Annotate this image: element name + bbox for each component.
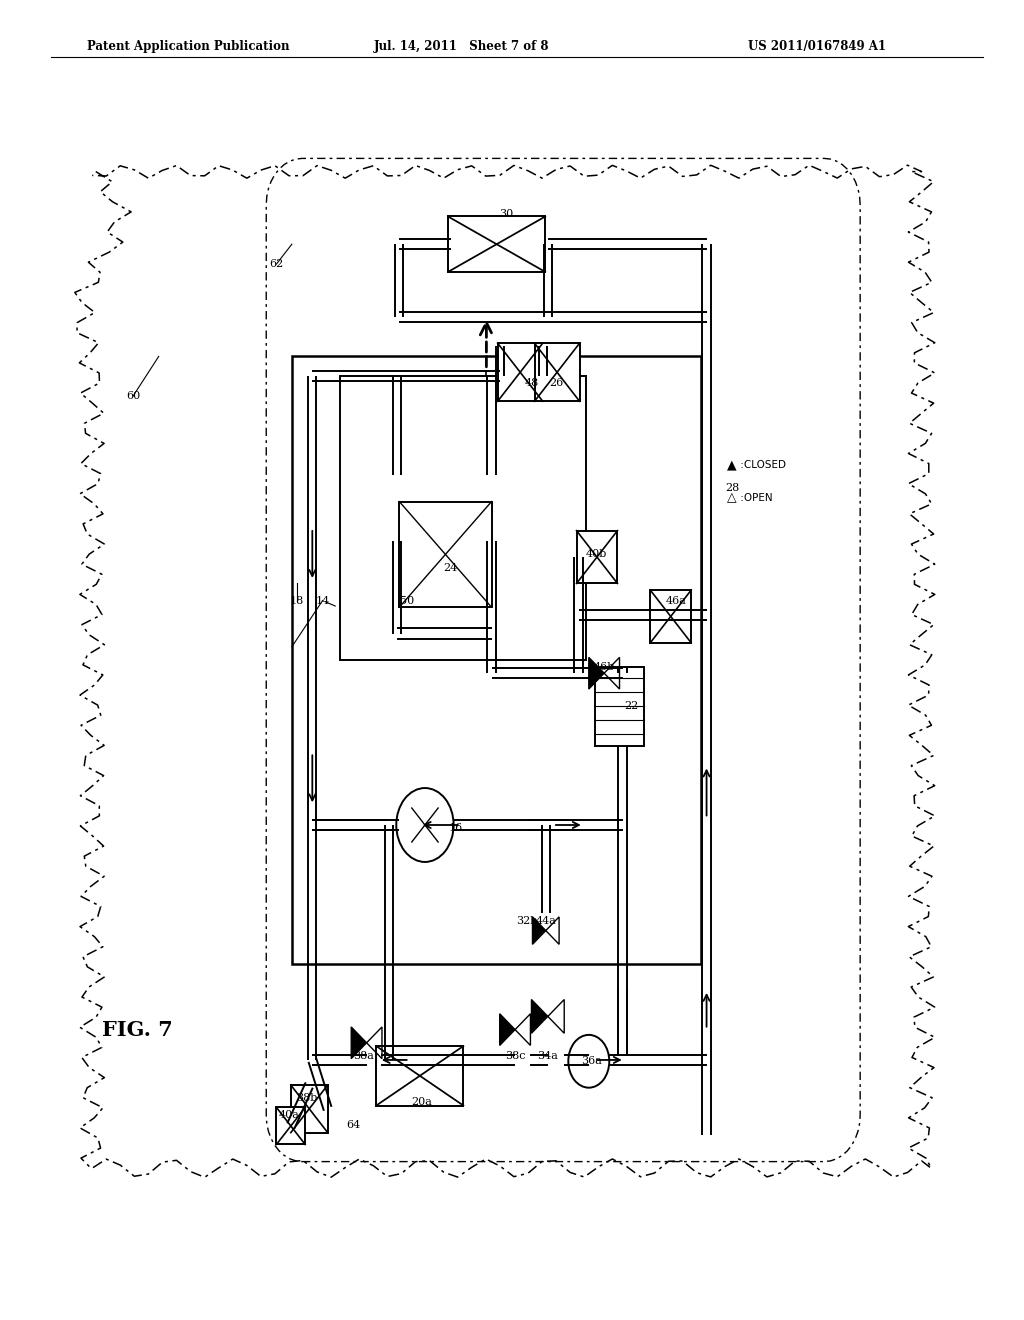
Text: 14: 14 (315, 595, 330, 606)
Text: 50: 50 (400, 595, 415, 606)
Text: Patent Application Publication: Patent Application Publication (87, 40, 290, 53)
Text: 20a: 20a (412, 1097, 432, 1107)
Text: FIG. 7: FIG. 7 (102, 1019, 173, 1040)
Text: US 2011/0167849 A1: US 2011/0167849 A1 (748, 40, 886, 53)
Text: 26: 26 (549, 378, 563, 388)
Bar (291, 1085, 328, 1133)
Text: 16: 16 (449, 822, 463, 833)
Polygon shape (500, 1014, 515, 1045)
Text: 48: 48 (524, 378, 539, 388)
Bar (399, 502, 492, 607)
Bar (377, 1045, 463, 1106)
Text: 18: 18 (290, 595, 304, 606)
Text: 38b: 38b (297, 1093, 317, 1104)
Text: 24: 24 (443, 562, 458, 573)
Polygon shape (531, 999, 548, 1034)
Text: 34a: 34a (538, 1051, 558, 1061)
Bar (292, 356, 701, 964)
Text: ▲: ▲ (727, 458, 737, 471)
Text: 36a: 36a (582, 1056, 602, 1067)
Text: 32b: 32b (516, 916, 537, 927)
Text: 40b: 40b (586, 549, 606, 560)
Text: Jul. 14, 2011   Sheet 7 of 8: Jul. 14, 2011 Sheet 7 of 8 (374, 40, 549, 53)
Text: 40a: 40a (279, 1110, 299, 1121)
Circle shape (568, 1035, 609, 1088)
Bar (449, 216, 545, 272)
Text: 22: 22 (625, 701, 639, 711)
Text: 64: 64 (346, 1119, 360, 1130)
Polygon shape (532, 917, 546, 944)
Bar (498, 343, 543, 401)
Text: 30: 30 (499, 209, 513, 219)
Text: 62: 62 (269, 259, 284, 269)
Bar (577, 531, 617, 583)
Bar (340, 376, 586, 660)
Circle shape (396, 788, 454, 862)
Text: :OPEN: :OPEN (737, 492, 773, 503)
Polygon shape (589, 657, 604, 689)
Text: 38a: 38a (353, 1051, 374, 1061)
Bar (595, 667, 644, 746)
Text: 28: 28 (725, 483, 739, 494)
Bar (535, 343, 580, 401)
Bar (650, 590, 691, 643)
Text: 38c: 38c (505, 1051, 525, 1061)
Text: 46a: 46a (666, 595, 686, 606)
Text: :CLOSED: :CLOSED (737, 459, 786, 470)
Text: 44a: 44a (536, 916, 556, 927)
Text: △: △ (727, 491, 737, 504)
Text: 46b: 46b (594, 661, 614, 672)
Polygon shape (351, 1027, 367, 1059)
Text: 60: 60 (126, 391, 140, 401)
Bar (276, 1107, 305, 1144)
